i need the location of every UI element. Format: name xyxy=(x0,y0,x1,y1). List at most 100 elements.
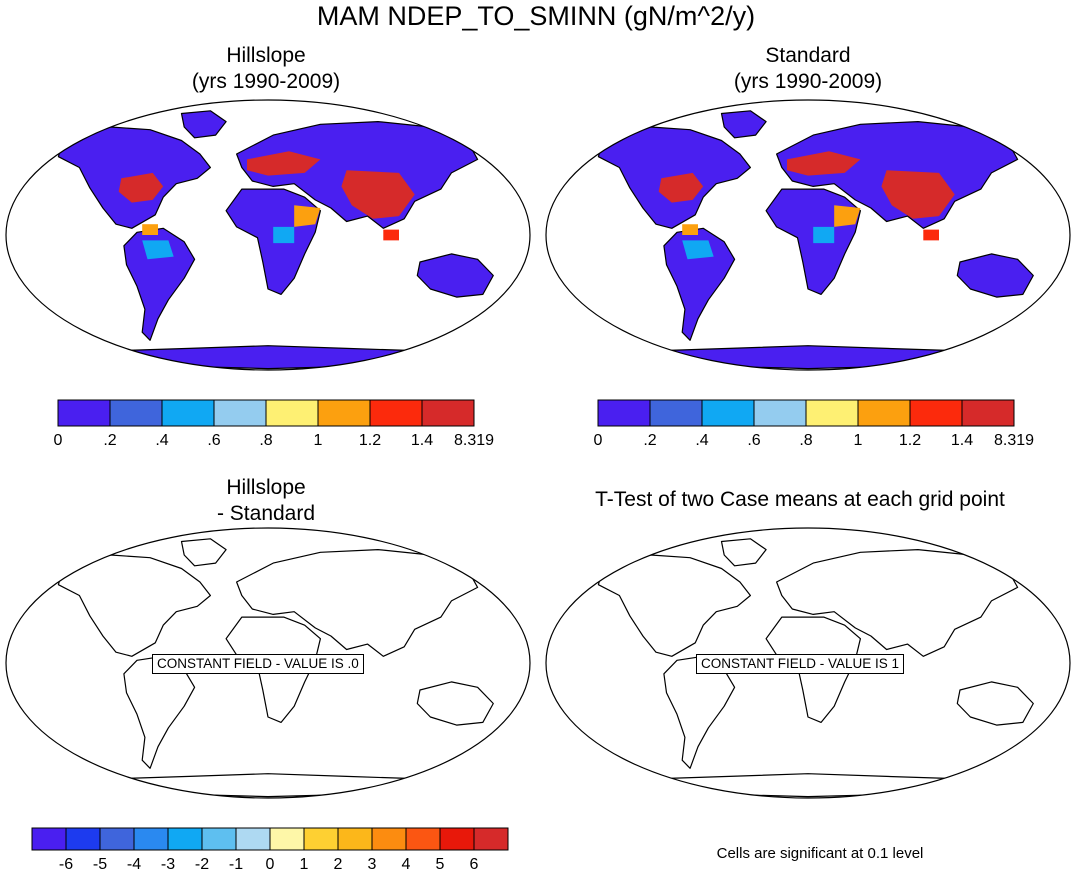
colorbar-swatch xyxy=(269,827,305,851)
deposition-hotspot xyxy=(787,151,861,176)
colorbar-tick-label: 3 xyxy=(368,856,377,873)
panel-subtitle-difference: - Standard xyxy=(216,502,316,525)
colorbar-swatch xyxy=(371,827,407,851)
colorbar-swatch xyxy=(161,399,215,427)
panel-title-ttest: T-Test of two Case means at each grid po… xyxy=(595,488,1005,511)
map-ttest xyxy=(545,527,1071,799)
colorbar-swatch xyxy=(109,399,163,427)
deposition-hotspot xyxy=(118,172,164,203)
continent-greenland xyxy=(180,538,227,567)
colorbar-swatch xyxy=(701,399,755,427)
deposition-hotspot xyxy=(142,224,158,235)
colorbar-swatch xyxy=(265,399,319,427)
map-hillslope xyxy=(5,99,531,371)
continent-greenland xyxy=(180,110,227,139)
colorbar-tick-label: 8.319 xyxy=(454,432,494,449)
colorbar-tick-label: -6 xyxy=(59,856,73,873)
colorbar-tick-label: -4 xyxy=(127,856,141,873)
map-frame xyxy=(5,99,531,371)
colorbar-tick-label: .6 xyxy=(207,432,220,449)
colorbar-tick-label: 1.4 xyxy=(411,432,433,449)
colorbar-tick-label: .4 xyxy=(155,432,168,449)
continent-northAmerica xyxy=(597,554,751,657)
panel-subtitle-hillslope: (yrs 1990-2009) xyxy=(191,70,341,93)
deposition-hotspot xyxy=(383,229,399,241)
figure-title: MAM NDEP_TO_SMINN (gN/m^2/y) xyxy=(316,1,756,31)
map-frame xyxy=(5,527,531,799)
colorbar-tick-label: -2 xyxy=(195,856,209,873)
deposition-hotspot xyxy=(923,229,939,241)
colorbar-swatch xyxy=(439,827,475,851)
colorbar-tick-label: .6 xyxy=(747,432,760,449)
continent-southAmerica xyxy=(663,227,736,341)
colorbar-swatch xyxy=(167,827,203,851)
deposition-hotspot xyxy=(682,240,714,260)
constant-field-label-difference: CONSTANT FIELD - VALUE IS .0 xyxy=(152,654,364,674)
colorbar-swatch xyxy=(909,399,963,427)
colorbar-tick-label: .4 xyxy=(695,432,708,449)
colorbar-tick-label: 0 xyxy=(266,856,275,873)
deposition-hotspot xyxy=(881,170,955,219)
map-difference xyxy=(5,527,531,799)
deposition-hotspot xyxy=(682,224,698,235)
colorbar-tick-label: 0 xyxy=(594,432,603,449)
deposition-hotspot xyxy=(247,151,321,176)
colorbar-tick-label: 1.2 xyxy=(359,432,381,449)
map-frame xyxy=(545,99,1071,371)
colorbar-swatch xyxy=(31,827,67,851)
panel-title-difference: Hillslope xyxy=(226,476,306,499)
deposition-hotspot xyxy=(834,205,861,227)
colorbar-swatch xyxy=(213,399,267,427)
deposition-hotspot xyxy=(142,240,174,260)
panel-title-standard: Standard xyxy=(765,44,851,67)
colorbar-tick-label: 1 xyxy=(300,856,309,873)
colorbar-hillslope: 0 .2 .4 .6 .8 1 1.2 1.4 8.319 xyxy=(54,399,494,449)
colorbar-swatch xyxy=(303,827,339,851)
deposition-hotspot xyxy=(294,205,321,227)
colorbar-tick-label: 1.2 xyxy=(899,432,921,449)
continent-australia xyxy=(416,681,494,726)
colorbar-tick-label: 1.4 xyxy=(951,432,973,449)
colorbar-swatch xyxy=(753,399,807,427)
colorbar-standard: 0 .2 .4 .6 .8 1 1.2 1.4 8.319 xyxy=(594,399,1034,449)
colorbar-tick-label: .8 xyxy=(799,432,812,449)
colorbar-swatch xyxy=(421,399,475,427)
colorbar-tick-label: -3 xyxy=(161,856,175,873)
continent-eurasia xyxy=(236,549,479,657)
colorbar-swatch xyxy=(369,399,423,427)
colorbar-swatch xyxy=(597,399,651,427)
colorbar-tick-label: .2 xyxy=(103,432,116,449)
colorbar-swatch xyxy=(405,827,441,851)
colorbar-tick-label: 1 xyxy=(854,432,863,449)
colorbar-tick-label: 8.319 xyxy=(994,432,1034,449)
colorbar-swatch xyxy=(317,399,371,427)
deposition-hotspot xyxy=(273,226,295,244)
deposition-hotspot xyxy=(341,170,415,219)
continent-australia xyxy=(956,681,1034,726)
colorbar-tick-label: -1 xyxy=(229,856,243,873)
colorbar-swatch xyxy=(133,827,169,851)
colorbar-swatch xyxy=(473,827,509,851)
panel-subtitle-standard: (yrs 1990-2009) xyxy=(733,70,883,93)
continent-greenland xyxy=(720,110,767,139)
colorbar-swatch xyxy=(65,827,101,851)
colorbar-tick-label: 1 xyxy=(314,432,323,449)
deposition-hotspot xyxy=(813,226,835,244)
deposition-hotspot xyxy=(658,172,704,203)
colorbar-swatch xyxy=(961,399,1015,427)
colorbar-tick-label: 5 xyxy=(436,856,445,873)
colorbar-tick-label: -5 xyxy=(93,856,107,873)
colorbar-tick-label: 2 xyxy=(334,856,343,873)
continent-eurasia xyxy=(776,549,1019,657)
colorbar-tick-label: 0 xyxy=(54,432,63,449)
colorbar-swatch xyxy=(57,399,111,427)
colorbar-tick-label: 6 xyxy=(470,856,479,873)
colorbar-swatch xyxy=(201,827,237,851)
continent-greenland xyxy=(720,538,767,567)
continent-northAmerica xyxy=(57,554,211,657)
significance-note: Cells are significant at 0.1 level xyxy=(716,845,924,862)
colorbar-swatch xyxy=(857,399,911,427)
colorbar-tick-label: 4 xyxy=(402,856,411,873)
continent-australia xyxy=(956,253,1034,298)
constant-field-label-ttest: CONSTANT FIELD - VALUE IS 1 xyxy=(696,654,905,674)
